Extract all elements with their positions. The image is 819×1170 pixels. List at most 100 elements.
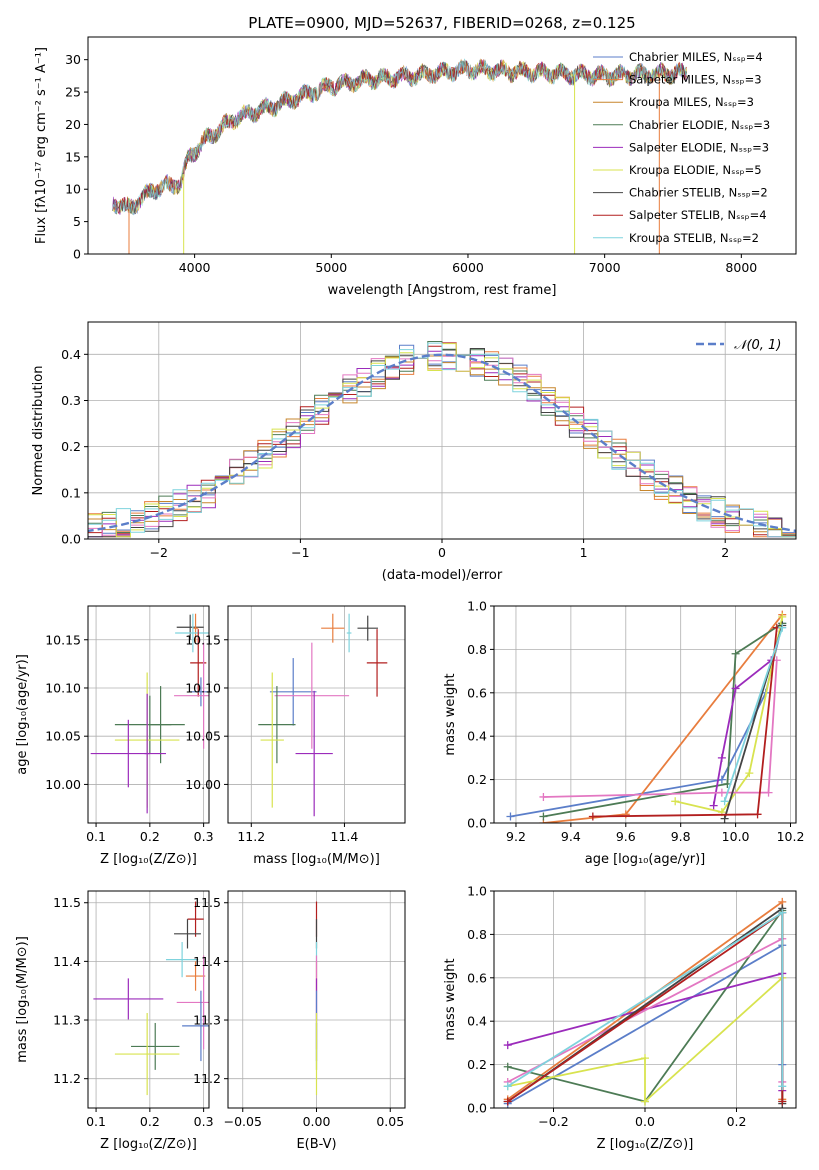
data-point [258,686,296,764]
spectrum-line [112,59,687,215]
mass-weight-line [674,616,784,814]
legend: Chabrier MILES, Nₛₛₚ=4 Salpeter MILES, Nₛ… [593,50,770,245]
mass-weight-marker [778,1082,787,1091]
data-point [149,686,172,764]
y-tick-label: 11.2 [53,1071,81,1086]
legend-label: Chabrier MILES, Nₛₛₚ=4 [629,50,763,64]
legend-label: Kroupa STELIB, Nₛₛₚ=2 [629,231,759,245]
data-point [192,613,199,643]
spectrum-line [112,59,687,213]
x-tick-label: 0.1 [86,1114,106,1129]
data-point [90,719,166,788]
mass-weight-marker [671,797,680,806]
panel-mass-vs-Z: 0.1 0.2 0.3 11.2 11.3 11.4 11.5 Z [log₁₀(Z/Z⊙)]… [15,890,214,1152]
data-point [174,642,209,749]
y-axis-label: age [log₁₀(age/yr)] [15,654,30,775]
y-axis-label: mass weight [443,958,458,1040]
data-point [321,613,345,643]
x-axis-label: Z [log₁₀(Z/Z⊙)] [597,1137,694,1152]
y-tick-label: 30 [65,52,81,67]
mass-weight-line [507,977,783,1104]
legend-label: 𝒩(0, 1) [734,338,781,353]
spectrum-line [112,59,687,215]
x-axis-label: age [log₁₀(age/yr)] [585,852,706,867]
axes-frame [87,890,210,1109]
y-tick-label: 0 [73,247,81,262]
y-tick-label: 0.4 [467,729,487,744]
y-tick-label: 15 [65,149,81,164]
mass-weight-line [723,627,784,802]
x-tick-label: 10.2 [777,829,805,844]
x-tick-label: 0.3 [194,1114,214,1129]
data-point [260,672,284,808]
data-point [182,990,209,1062]
y-tick-label: 0.8 [467,642,487,657]
data-point [93,978,164,1020]
data-point [131,1022,180,1070]
y-tick-label: 0.4 [467,1014,487,1029]
x-tick-label: 10.0 [722,829,750,844]
mass-weight-marker [709,801,718,810]
data-point [357,615,378,641]
data-point [274,642,350,749]
legend-label: Salpeter STELIB, Nₛₛₚ=4 [629,208,767,222]
plot-area [88,341,796,538]
y-tick-label: 11.3 [193,1013,221,1028]
y-axis-label: mass weight [443,673,458,755]
mass-weight-marker [641,1097,649,1106]
mass-weight-marker [753,810,762,819]
legend-label: Kroupa MILES, Nₛₛₚ=3 [629,95,754,109]
x-tick-label: 5000 [315,260,347,275]
x-tick-label: 11.4 [331,829,359,844]
x-tick-label: 0.2 [140,829,160,844]
y-tick-label: 11.2 [193,1071,221,1086]
mass-weight-marker [764,788,773,797]
x-axis-label: E(B-V) [296,1137,336,1152]
panel-massweight-vs-Z: −0.2 0.0 0.2 0.0 0.2 0.4 0.6 0.8 1.0 Z [log₁₀(Z/Z… [443,884,797,1152]
x-tick-label: −1 [291,545,309,560]
data-point [295,690,333,817]
legend: 𝒩(0, 1) [696,338,781,353]
x-axis-label: Z [log₁₀(Z/Z⊙)] [100,852,197,867]
normal-curve [88,353,796,533]
mass-weight-marker [503,1041,512,1050]
data-point [185,961,206,991]
y-tick-label: 0.2 [467,772,487,787]
x-axis-label: wavelength [Angstrom, rest frame] [328,283,557,298]
plot-area [90,613,209,814]
data-point [176,614,204,640]
y-tick-label: 0.0 [467,1101,487,1116]
figure-title: PLATE=0900, MJD=52637, FIBERID=0268, z=0… [248,14,635,32]
data-point [269,658,317,726]
x-tick-label: 0.2 [727,1114,747,1129]
data-point [144,693,150,814]
y-tick-label: 10.10 [185,680,221,695]
y-axis-label: mass [log₁₀(M/M⊙)] [15,936,30,1063]
x-tick-label: 4000 [179,260,211,275]
y-tick-label: 10 [65,182,81,197]
mass-weight-marker [539,792,548,801]
panel-age-vs-Z: 0.1 0.2 0.3 10.00 10.05 10.10 10.15 Z [log₁₀(Z/… [15,605,214,867]
mass-weight-marker [621,810,630,819]
x-tick-label: 0 [438,545,446,560]
y-tick-label: 0.6 [467,970,487,985]
x-tick-label: 1 [580,545,588,560]
mass-weight-marker [503,1082,512,1091]
spectrum-line [112,59,687,214]
y-tick-label: 10.00 [45,777,81,792]
y-tick-label: 0.3 [61,393,81,408]
x-tick-label: −0.05 [224,1114,262,1129]
x-axis-label: Z [log₁₀(Z/Z⊙)] [100,1137,197,1152]
x-tick-label: 9.4 [561,829,581,844]
plot-area [258,613,388,817]
spectrum-line [112,59,687,215]
y-tick-label: 10.15 [185,632,221,647]
axes-frame [87,36,797,255]
mass-weight-marker [506,812,515,821]
x-tick-label: −0.2 [538,1114,568,1129]
mass-weight-marker [588,812,597,821]
x-tick-label: 7000 [589,260,621,275]
y-tick-label: 20 [65,117,81,132]
y-tick-label: 0.2 [61,439,81,454]
plot-area [503,897,787,1108]
